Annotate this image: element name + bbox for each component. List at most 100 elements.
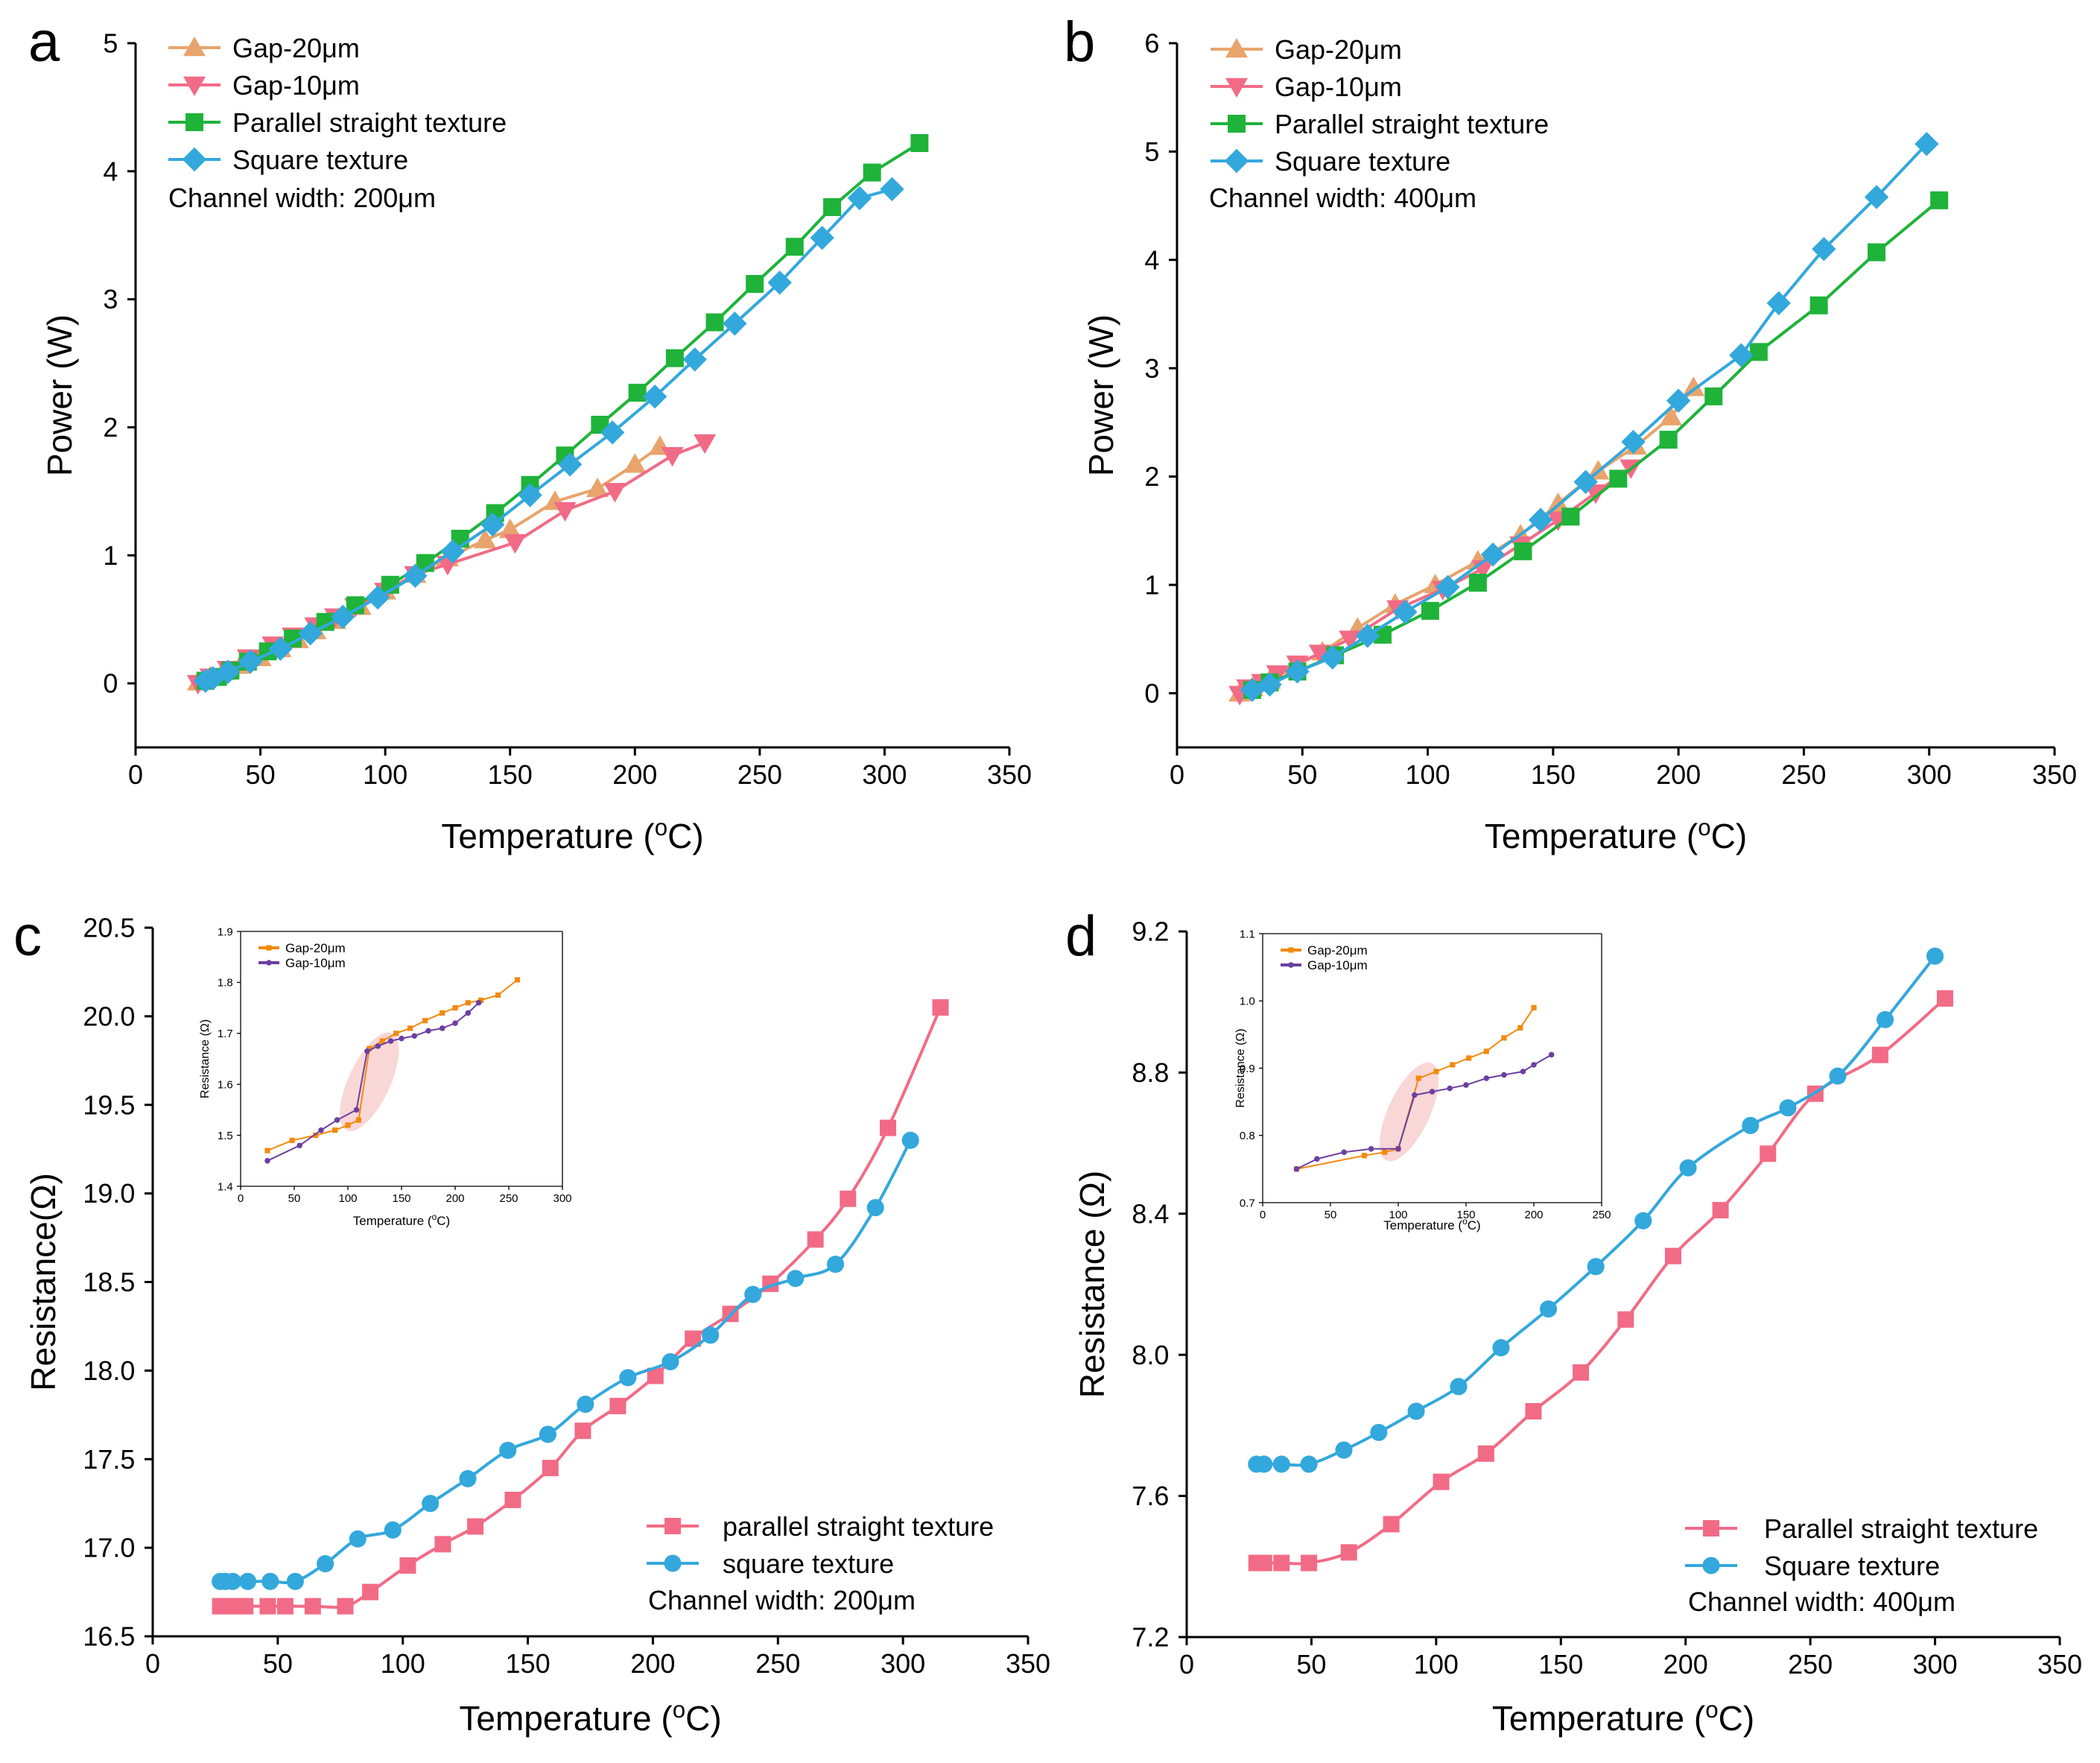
series-gap-10-m (264, 999, 482, 1164)
data-point (910, 134, 929, 153)
data-point (1355, 624, 1380, 648)
data-point (393, 1031, 399, 1036)
legend-label: Gap-10μm (1307, 958, 1368, 972)
channel-width-note: Channel width: 400μm (1209, 183, 1476, 213)
x-tick-label: 0 (128, 759, 143, 790)
data-point (478, 997, 484, 1003)
x-tick-label: 0 (145, 1648, 160, 1679)
data-point (1383, 1516, 1400, 1533)
data-point (1320, 645, 1345, 670)
x-tick-label: 50 (288, 1192, 301, 1205)
data-point (1273, 1554, 1290, 1571)
inset-x-axis-title: Temperature (oC) (353, 1212, 450, 1228)
channel-width-note: Channel width: 400μm (1688, 1586, 1955, 1617)
y-tick-label: 0 (1144, 678, 1159, 709)
y-tick-label: 8.0 (1132, 1340, 1169, 1370)
data-point (345, 1122, 351, 1128)
x-tick-label: 350 (987, 759, 1032, 790)
x-tick-label: 150 (1538, 1649, 1583, 1680)
data-point (200, 666, 226, 691)
series-parallel-straight-texture (196, 134, 929, 690)
channel-width-note: Channel width: 200μm (168, 183, 436, 213)
data-point (403, 563, 428, 588)
data-point (1255, 1554, 1272, 1571)
series-line (1296, 1007, 1535, 1170)
data-point (1520, 1069, 1526, 1074)
data-point (1407, 1402, 1425, 1420)
y-tick-label: 8.4 (1132, 1198, 1169, 1229)
y-tick-label: 4 (1144, 244, 1159, 275)
data-point (459, 1469, 477, 1487)
data-point (411, 1033, 418, 1039)
data-point (337, 1598, 354, 1615)
legend-label: Square texture (1275, 146, 1450, 177)
data-point (1272, 1455, 1290, 1473)
data-point (1421, 601, 1439, 620)
x-tick-label: 50 (1287, 759, 1317, 790)
y-tick-label: 17.0 (83, 1533, 135, 1563)
data-point (863, 163, 881, 182)
x-tick-label: 150 (488, 759, 533, 790)
y-tick-label: 16.5 (83, 1621, 135, 1652)
legend-marker (182, 147, 207, 172)
legend-marker (1225, 77, 1248, 98)
data-point (1450, 1378, 1468, 1396)
x-tick-label: 200 (630, 1648, 675, 1679)
data-point (767, 270, 792, 295)
data-point (387, 1038, 394, 1044)
data-point (1659, 431, 1678, 449)
y-tick-label: 20.0 (83, 1001, 135, 1031)
y-axis-title: Resistance(Ω) (24, 1173, 63, 1391)
y-tick-label: 7.6 (1132, 1481, 1169, 1511)
y-tick-label: 1.4 (218, 1180, 233, 1193)
legend-label: Parallel straight texture (232, 107, 507, 138)
y-axis-title: Power (W) (40, 314, 79, 476)
data-point (399, 1035, 405, 1042)
data-point (349, 1530, 367, 1548)
legend-marker (1703, 1520, 1719, 1536)
data-point (439, 1025, 445, 1031)
x-tick-label: 300 (553, 1192, 571, 1205)
data-point (1712, 1202, 1729, 1219)
data-point (866, 1199, 884, 1217)
x-tick-label: 200 (1524, 1209, 1543, 1221)
data-point (705, 313, 724, 332)
series-parallel-straight-texture (1248, 990, 1953, 1571)
data-point (504, 534, 527, 554)
y-tick-label: 1 (103, 540, 118, 571)
legend-marker (266, 945, 272, 951)
data-point (1915, 132, 1939, 156)
y-tick-label: 18.0 (83, 1355, 135, 1386)
legend-marker (1228, 115, 1246, 133)
x-axis-title: Temperature (oC) (441, 814, 703, 856)
series-parallel-straight-texture (1243, 191, 1949, 699)
x-tick-label: 300 (1913, 1649, 1958, 1680)
inset-chart: 0 50 100 150 200 250 0.7 0.8 0.9 1.0 1.1 Temperatur… (1234, 928, 1611, 1232)
x-tick-label: 250 (755, 1648, 800, 1679)
legend-marker (1224, 148, 1249, 174)
series-square-texture (1248, 947, 1944, 1473)
x-tick-label: 150 (392, 1192, 410, 1205)
x-tick-label: 50 (1296, 1649, 1326, 1680)
data-point (1501, 1072, 1507, 1078)
data-point (317, 1554, 334, 1573)
data-point (1926, 947, 1944, 965)
y-tick-label: 0.9 (1240, 1063, 1255, 1075)
data-point (422, 1495, 440, 1513)
series-gap-20-m (1228, 376, 1705, 702)
x-tick-label: 250 (499, 1192, 518, 1205)
series-gap-20-m (264, 977, 521, 1153)
data-point (932, 998, 949, 1016)
data-point (1664, 1247, 1681, 1265)
data-point (1517, 1025, 1523, 1031)
data-point (1729, 343, 1754, 367)
data-point (1477, 1445, 1494, 1462)
y-tick-label: 1.9 (218, 925, 233, 938)
y-axis-title: Resistance (Ω) (1073, 1171, 1111, 1398)
data-point (1573, 469, 1598, 495)
series-parallel-straight-texture (212, 998, 949, 1615)
legend-label: Gap-20μm (232, 33, 360, 63)
data-point (880, 177, 904, 202)
x-tick-label: 200 (1656, 759, 1701, 790)
